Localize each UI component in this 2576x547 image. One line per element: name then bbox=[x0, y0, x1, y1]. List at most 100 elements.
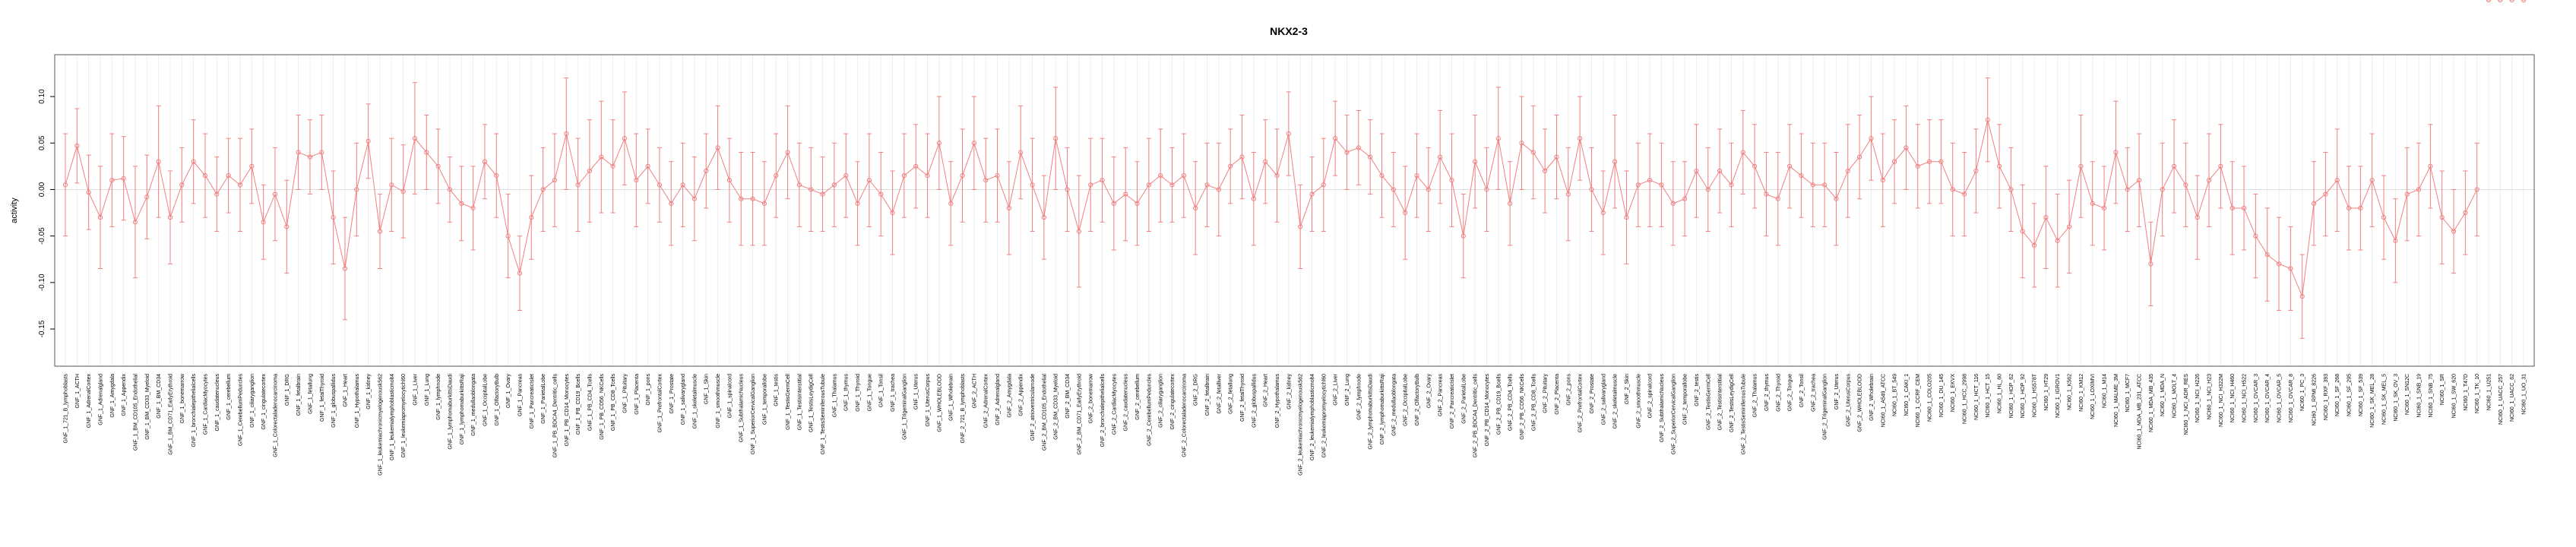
x-tick-label: NCI60_1_SNB_75 bbox=[2429, 374, 2434, 418]
data-point bbox=[435, 163, 441, 169]
error-bar bbox=[2404, 147, 2410, 242]
x-tick-label: GNF_1_globuspallidus bbox=[331, 374, 337, 428]
data-point bbox=[1309, 191, 1315, 197]
data-point bbox=[669, 201, 674, 206]
x-tick-label: NCI60_1_SR bbox=[2440, 374, 2445, 405]
error-bar bbox=[691, 157, 697, 242]
data-point bbox=[1904, 145, 1909, 150]
data-point bbox=[412, 136, 418, 141]
data-point bbox=[1111, 201, 1116, 206]
data-point bbox=[1508, 201, 1513, 206]
x-tick-label: GNF_1_PancreaticIslet bbox=[530, 374, 535, 428]
data-point bbox=[1915, 163, 1920, 169]
data-point bbox=[1379, 173, 1385, 179]
data-point bbox=[1694, 168, 1699, 174]
x-tick-label: GNF_2_TestisGermCell bbox=[1706, 374, 1711, 430]
error-bar bbox=[669, 161, 674, 246]
x-tick-label: GNF_2_bronchialepithelialcells bbox=[1100, 374, 1106, 447]
x-tick-label: GNF_2_Skin bbox=[1625, 374, 1630, 404]
data-point bbox=[2136, 178, 2142, 183]
data-point bbox=[855, 201, 860, 206]
error-bar bbox=[377, 194, 382, 269]
data-point bbox=[2346, 205, 2352, 211]
data-point bbox=[319, 150, 324, 155]
x-tick-label: GNF_2_kidney bbox=[1286, 374, 1292, 409]
error-bar bbox=[1647, 133, 1653, 227]
x-tick-label: GNF_1_TestisGermCell bbox=[786, 374, 791, 430]
error-bar bbox=[2218, 124, 2223, 209]
data-point bbox=[1973, 168, 1979, 174]
data-point bbox=[2218, 163, 2223, 169]
error-bar bbox=[1729, 142, 1734, 227]
data-point bbox=[2334, 178, 2340, 183]
x-tick-label: GNF_2_PancreaticIslet bbox=[1450, 374, 1455, 428]
chart-title: NKX2-3 bbox=[1270, 25, 1308, 37]
data-point bbox=[715, 145, 720, 150]
x-tick-label: GNF_2_skeletalmuscle bbox=[1613, 374, 1619, 428]
x-tick-label: NCI60_1_SW_620 bbox=[2452, 374, 2457, 418]
y-axis: -0.15 -0.10 -0.05 0.00 0.05 0.10 bbox=[38, 89, 55, 337]
error-bar bbox=[74, 108, 80, 184]
error-bar bbox=[2299, 254, 2305, 339]
x-tick-label: NCI60_1_SF_268 bbox=[2335, 374, 2340, 416]
error-bar bbox=[1834, 152, 1839, 246]
data-point bbox=[1764, 191, 1769, 197]
error-bar bbox=[2428, 124, 2433, 209]
error-bar bbox=[1274, 128, 1280, 223]
x-tick-label: GNF_1_bonemarrow bbox=[180, 373, 185, 423]
data-point bbox=[2078, 163, 2084, 169]
x-tick-label: GNF_1_TestisSeminiferousTubule bbox=[821, 374, 826, 454]
data-point bbox=[785, 150, 790, 155]
data-point bbox=[354, 187, 359, 192]
x-tick-label: GNF_1_temporallobe bbox=[762, 374, 767, 425]
x-tick-label: GNF_1_ParietalLobe bbox=[541, 374, 546, 424]
data-point bbox=[2358, 205, 2363, 211]
data-point bbox=[1985, 117, 1990, 122]
x-tick-label: NCI60_1_SK_OV_3 bbox=[2394, 374, 2399, 422]
data-point bbox=[995, 173, 1000, 179]
data-point bbox=[389, 182, 394, 188]
error-bar bbox=[2393, 198, 2398, 283]
error-bar bbox=[564, 77, 569, 190]
error-bar bbox=[2148, 221, 2154, 306]
data-point bbox=[2509, 0, 2514, 3]
data-point bbox=[2486, 0, 2492, 3]
error-bar bbox=[191, 119, 196, 204]
x-tick-label: GNF_1_TrigeminalGanglion bbox=[902, 374, 907, 440]
error-bar bbox=[132, 166, 138, 279]
error-bar bbox=[1216, 142, 1221, 237]
x-tick-label: GNF_1_bronchialepithelialcells bbox=[191, 374, 197, 447]
data-point bbox=[1403, 210, 1408, 216]
x-tick-label: GNF_1_Heart bbox=[343, 374, 348, 407]
x-tick-label: NCI60_1_SF_539 bbox=[2359, 374, 2364, 416]
x-tick-label: GNF_1_Skin bbox=[704, 374, 710, 404]
error-bar bbox=[1473, 115, 1478, 209]
error-bar bbox=[645, 128, 650, 204]
x-tick-label: NCI60_1_M14 bbox=[2103, 374, 2108, 408]
x-tick-label: GNF_1_leukemiapromyelocytichl60 bbox=[401, 374, 407, 458]
error-bar bbox=[1193, 161, 1198, 255]
data-point bbox=[307, 154, 313, 160]
x-tick-label: GNF_2_AdrenalCortex bbox=[984, 374, 989, 428]
y-axis-label: activity bbox=[10, 198, 19, 223]
data-point bbox=[599, 154, 604, 160]
x-tick-label: GNF_1_OccipitalLobe bbox=[483, 374, 488, 426]
x-tick-label: GNF_1_PB_CD19_Bcells bbox=[576, 374, 581, 435]
data-point bbox=[1495, 136, 1501, 141]
error-bar bbox=[2463, 170, 2468, 255]
error-bar bbox=[634, 133, 639, 227]
error-bar bbox=[2195, 175, 2200, 260]
error-bar bbox=[1670, 161, 1676, 246]
x-tick-label: GNF_2_leukemiachronicmyelogenousk562 bbox=[1299, 374, 1304, 476]
error-bar bbox=[331, 170, 336, 264]
x-tick-label: NCI60_1_UACC_257 bbox=[2498, 374, 2504, 425]
data-point bbox=[1274, 173, 1280, 179]
error-bar bbox=[1228, 128, 1233, 204]
x-tick-label: NCI60_1_MOLT_4 bbox=[2173, 374, 2178, 418]
x-tick-label: NCI60_1_KM12 bbox=[2079, 374, 2084, 412]
data-point bbox=[739, 196, 744, 201]
data-point bbox=[1659, 182, 1664, 188]
x-tick-label: GNF_2_Adrenalgland bbox=[995, 374, 1001, 425]
x-axis-labels: GNF_1_721_B_lymphoblasts GNF_1_ACTH GNF_1_… bbox=[64, 373, 2527, 476]
error-bar bbox=[1822, 142, 1828, 227]
